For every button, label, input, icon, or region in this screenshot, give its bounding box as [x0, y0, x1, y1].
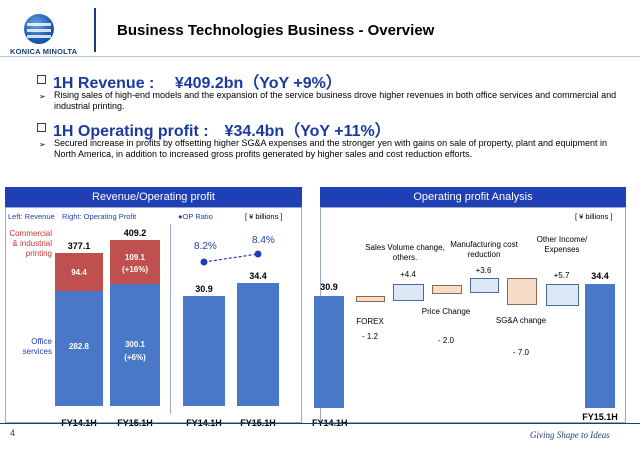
revenue-bullet: Rising sales of high-end models and the …: [54, 90, 617, 111]
op-ratio-connector: [203, 253, 259, 263]
logo-text: KONICA MINOLTA: [10, 47, 78, 56]
legend-right: Right: Operating Profit: [62, 212, 137, 221]
wf-value-sga: - 7.0: [512, 348, 529, 357]
wf-bar-manufacturing: [470, 278, 499, 293]
page-number: 4: [10, 428, 16, 438]
wf-value-other-income: +5.7: [553, 271, 570, 280]
left-panel-separator: [170, 224, 171, 414]
bar-office-fy14: [55, 291, 103, 406]
wf-value-price: - 2.0: [437, 336, 454, 345]
op-value-fy15: 34.4: [249, 271, 267, 281]
right-panel-title: Operating profit Analysis: [320, 187, 626, 207]
bar-commercial-fy15: [110, 240, 160, 284]
office-value-fy15: 300.1 (+6%): [124, 340, 146, 362]
op-ratio-line: [200, 250, 262, 266]
right-unit: [ ¥ billions ]: [575, 212, 613, 221]
op-value-fy14: 30.9: [195, 284, 213, 294]
bar-commercial-fy14: [55, 253, 103, 291]
bar-op-fy15: [237, 283, 279, 406]
square-bullet-icon: [37, 75, 46, 84]
wf-label-price: Price Change: [421, 307, 471, 316]
wf-bar-fy14: [314, 296, 344, 408]
wf-bar-sga: [507, 278, 537, 305]
wf-value-fy14: 30.9: [320, 282, 338, 292]
wf-value-sales-volume: +4.4: [400, 270, 416, 279]
wf-bar-forex: [356, 296, 385, 302]
total-label-fy15: 409.2: [123, 228, 147, 238]
wf-value-fy15: 34.4: [591, 271, 609, 281]
office-value-fy14: 282.8: [68, 342, 90, 351]
wf-value-forex: - 1.2: [361, 332, 378, 341]
total-label-fy14: 377.1: [67, 241, 91, 251]
left-panel: [5, 207, 302, 423]
wf-bar-other-income: [546, 284, 579, 306]
left-unit: [ ¥ billions ]: [245, 212, 283, 221]
bar-office-fy15: [110, 284, 160, 406]
op-ratio-point-fy14: [200, 258, 208, 266]
wf-label-other-income: Other Income/ Expenses: [536, 235, 588, 254]
wf-label-sga: SG&A change: [495, 316, 547, 325]
wf-value-manufacturing: +3.6: [475, 266, 492, 275]
commercial-value-fy15: 109.1 (+16%): [121, 253, 148, 274]
segment-label-office: Office services: [22, 337, 52, 356]
legend-left: Left: Revenue: [8, 212, 55, 221]
square-bullet-icon: [37, 123, 46, 132]
header-divider: [94, 8, 96, 52]
wf-label-forex: FOREX: [356, 317, 384, 326]
wf-label-manufacturing: Manufacturing cost reduction: [450, 240, 518, 259]
wf-xlabel-fy15: FY15.1H: [582, 412, 618, 422]
arrow-bullet-icon: ➢: [39, 92, 46, 101]
footer-line: [0, 423, 640, 424]
segment-label-commercial: Commercial & industrial printing: [9, 229, 52, 258]
op-ratio-label-fy14: 8.2%: [194, 241, 217, 252]
bar-op-fy14: [183, 296, 225, 406]
operating-heading: 1H Operating profit : ¥34.4bn（YoY +11%）: [53, 123, 391, 140]
wf-bar-sales-volume: [393, 284, 424, 301]
op-ratio-label-fy15: 8.4%: [252, 235, 275, 246]
commercial-value-fy14: 94.4: [71, 268, 87, 277]
wf-bar-fy15: [585, 284, 615, 408]
title-underline: [0, 56, 640, 57]
tagline: Giving Shape to Ideas: [530, 430, 610, 440]
legend-ratio: ●OP Ratio: [178, 212, 213, 221]
arrow-bullet-icon: ➢: [39, 140, 46, 149]
konica-minolta-globe-icon: [24, 14, 54, 44]
revenue-heading: 1H Revenue : ¥409.2bn（YoY +9%）: [53, 75, 342, 92]
wf-bar-price: [432, 285, 462, 294]
page-title: Business Technologies Business - Overvie…: [117, 22, 435, 39]
left-panel-title: Revenue/Operating profit: [5, 187, 302, 207]
operating-bullet: Secured increase in profits by offsettin…: [54, 138, 608, 159]
op-ratio-point-fy15: [254, 250, 262, 258]
wf-label-sales-volume: Sales Volume change, others.: [365, 243, 445, 262]
